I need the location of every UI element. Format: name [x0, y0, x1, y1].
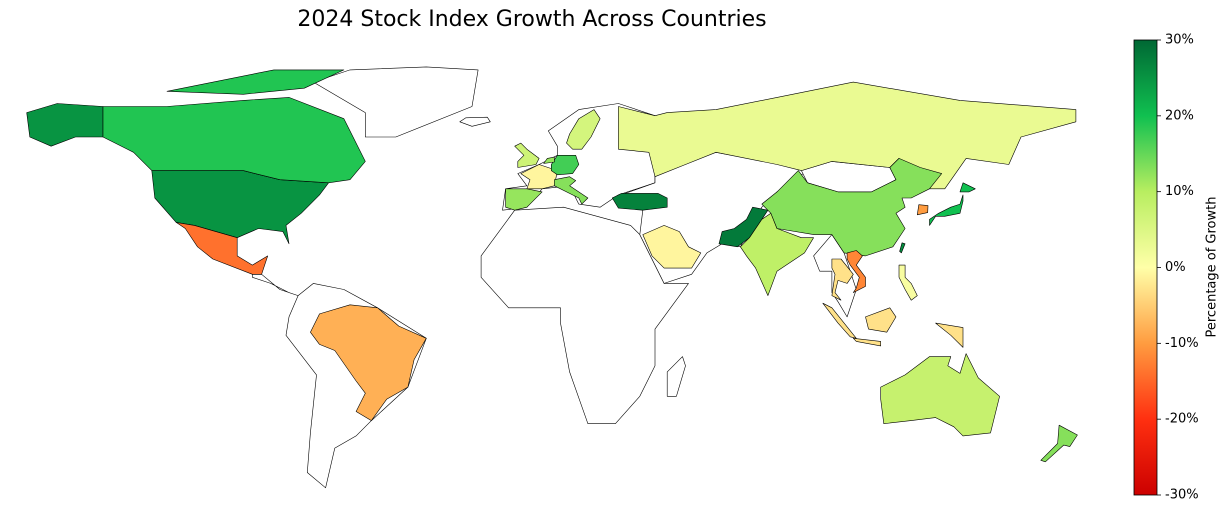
country: [929, 194, 964, 226]
country: [618, 81, 1077, 190]
colorbar-tick-label: -10%: [1165, 336, 1199, 351]
country: [520, 164, 558, 190]
colorbar-tick-label: -20%: [1165, 412, 1199, 427]
country: [175, 222, 269, 275]
country: [880, 353, 1000, 437]
country: [959, 182, 976, 193]
country: [935, 322, 964, 348]
land: [252, 273, 299, 296]
country: [740, 213, 814, 296]
colorbar-tick-label: 0%: [1165, 260, 1186, 275]
land: [459, 116, 491, 127]
country: [26, 103, 104, 147]
country: [102, 97, 366, 184]
colorbar-label: Percentage of Growth: [1205, 197, 1220, 338]
colorbar-tick-label: 10%: [1165, 184, 1194, 199]
chart-title: 2024 Stock Index Growth Across Countries: [297, 7, 766, 32]
country: [611, 193, 668, 211]
country: [166, 69, 345, 95]
countries: [26, 69, 1078, 463]
country: [718, 206, 769, 248]
colorbar: [1133, 39, 1158, 496]
country: [916, 204, 929, 216]
country: [151, 170, 329, 245]
country: [846, 250, 866, 293]
country: [550, 155, 580, 176]
colorbar-tick-label: 30%: [1165, 33, 1194, 48]
country: [831, 258, 854, 301]
country: [898, 264, 918, 301]
land: [480, 206, 689, 425]
colorbar-tick-label: -30%: [1165, 488, 1199, 503]
colorbar-tick-label: 20%: [1165, 108, 1194, 123]
country: [554, 176, 589, 205]
country: [1040, 424, 1078, 463]
country: [514, 142, 540, 168]
land: [313, 66, 479, 138]
country: [852, 337, 882, 347]
country: [543, 156, 555, 164]
country: [865, 307, 897, 333]
country: [822, 302, 857, 339]
country: [566, 109, 601, 150]
country: [761, 158, 943, 257]
country: [899, 242, 906, 254]
land: [666, 356, 686, 397]
country: [642, 225, 702, 269]
country: [310, 304, 427, 421]
country: [505, 188, 543, 211]
